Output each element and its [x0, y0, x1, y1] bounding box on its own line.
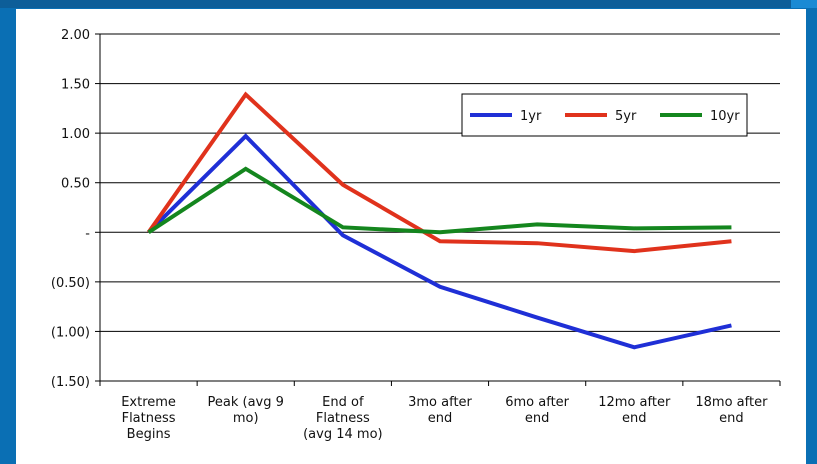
- legend-label-5yr: 5yr: [615, 109, 637, 124]
- x-tick-label: End of Flatness (avg 14 mo): [303, 395, 382, 442]
- legend: 1yr 5yr 10yr: [461, 93, 748, 137]
- top-bar-tab: [791, 0, 817, 8]
- x-tick-label-line: end: [428, 411, 453, 426]
- x-tick-label-line: Peak (avg 9: [208, 395, 284, 410]
- y-tick-label: (1.00): [51, 325, 90, 340]
- x-tick-label-line: End of: [322, 395, 364, 410]
- x-tick-label-line: end: [719, 411, 744, 426]
- y-tick-label: (1.50): [51, 375, 90, 390]
- x-tick-label-line: Flatness: [122, 411, 176, 426]
- y-tick-label: (0.50): [51, 276, 90, 291]
- y-tick-label: 1.50: [61, 78, 90, 93]
- legend-label-10yr: 10yr: [710, 109, 740, 124]
- x-tick-label: Extreme Flatness Begins: [121, 395, 176, 442]
- x-tick-label-line: Flatness: [316, 411, 370, 426]
- x-tick-label-line: 6mo after: [505, 395, 569, 410]
- series-line-10yr: [147, 166, 732, 235]
- legend-label-1yr: 1yr: [520, 109, 542, 124]
- axes-layer: 2.00 1.50 1.00 0.50 - (0.50) (1.00) (1.50) Extre…: [51, 28, 781, 442]
- x-tick-label-line: 12mo after: [598, 395, 671, 410]
- x-tick-label-line: Begins: [127, 427, 171, 442]
- x-tick-label-line: 18mo after: [695, 395, 768, 410]
- series-line-5yr: [146, 91, 732, 254]
- y-tick-label: -: [85, 226, 90, 241]
- grid-layer: [100, 33, 780, 382]
- chart-panel: [16, 9, 806, 464]
- y-tick-label: 0.50: [61, 177, 90, 192]
- x-tick-label-line: end: [525, 411, 550, 426]
- x-tick-label: 3mo after end: [408, 395, 472, 426]
- x-tick-label-line: Extreme: [121, 395, 176, 410]
- x-tick-label: 6mo after end: [505, 395, 569, 426]
- x-tick-label: 12mo after end: [598, 395, 671, 426]
- x-tick-label: 18mo after end: [695, 395, 768, 426]
- x-tick-label-line: (avg 14 mo): [303, 427, 382, 442]
- x-tick-label-line: 3mo after: [408, 395, 472, 410]
- x-tick-label: Peak (avg 9 mo): [208, 395, 284, 426]
- y-tick-label: 2.00: [61, 28, 90, 43]
- x-tick-label-line: end: [622, 411, 647, 426]
- y-tick-label: 1.00: [61, 127, 90, 142]
- x-tick-label-line: mo): [233, 411, 259, 426]
- series-layer: [146, 91, 732, 350]
- series-line-1yr: [147, 133, 732, 350]
- top-bar: [0, 0, 817, 8]
